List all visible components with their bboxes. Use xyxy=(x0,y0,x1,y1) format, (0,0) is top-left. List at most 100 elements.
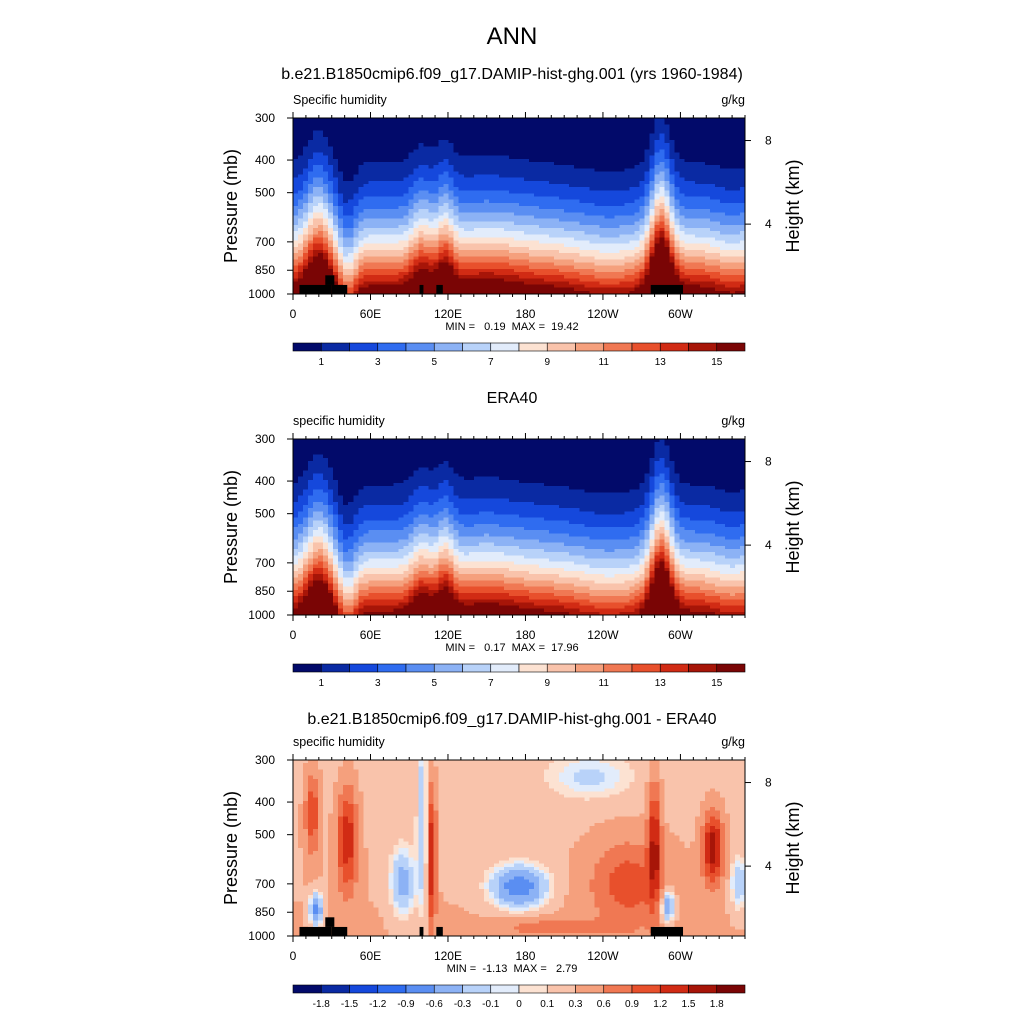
field-cell xyxy=(378,133,384,138)
field-cell xyxy=(318,234,324,239)
field-cell xyxy=(343,272,349,276)
field-cell xyxy=(508,146,515,151)
field-cell xyxy=(544,118,550,122)
field-cell xyxy=(629,281,636,286)
field-cell xyxy=(328,224,334,229)
field-cell xyxy=(508,228,515,232)
field-cell xyxy=(554,127,560,132)
field-cell xyxy=(684,162,691,166)
field-cell xyxy=(604,127,610,132)
field-cell xyxy=(403,265,410,270)
field-cell xyxy=(298,278,304,283)
field-cell xyxy=(629,256,636,261)
field-cell xyxy=(579,196,585,201)
field-cell xyxy=(664,136,671,141)
field-cell xyxy=(498,130,505,135)
field-cell xyxy=(333,190,339,195)
field-cell xyxy=(488,196,495,201)
field-cell xyxy=(308,281,314,286)
field-cell xyxy=(519,206,525,210)
field-cell xyxy=(569,130,575,135)
field-cell xyxy=(704,162,711,166)
field-cell xyxy=(584,180,590,185)
field-cell xyxy=(453,209,460,213)
field-cell xyxy=(463,152,470,157)
field-cell xyxy=(539,196,545,201)
field-cell xyxy=(468,143,475,147)
field-cell xyxy=(323,180,329,185)
field-cell xyxy=(709,133,716,138)
field-cell xyxy=(353,165,359,169)
field-cell xyxy=(634,162,641,166)
field-cell xyxy=(358,190,364,195)
field-cell xyxy=(664,140,671,144)
field-cell xyxy=(328,212,334,217)
field-cell xyxy=(383,171,390,176)
field-cell xyxy=(368,206,374,210)
field-cell xyxy=(684,206,691,210)
field-cell xyxy=(559,184,565,188)
field-cell xyxy=(709,253,716,257)
field-cell xyxy=(423,221,430,226)
field-cell xyxy=(318,243,324,248)
field-cell xyxy=(433,202,440,207)
field-cell xyxy=(644,224,651,229)
field-cell xyxy=(639,287,646,292)
field-cell xyxy=(468,149,475,154)
field-cell xyxy=(398,196,405,201)
field-cell xyxy=(353,171,359,176)
field-cell xyxy=(694,272,701,276)
field-cell xyxy=(689,130,696,135)
field-cell xyxy=(559,149,565,154)
field-cell xyxy=(443,272,450,276)
field-cell xyxy=(584,171,590,176)
field-cell xyxy=(564,196,570,201)
field-cell xyxy=(739,278,746,283)
field-cell xyxy=(343,256,349,261)
field-cell xyxy=(569,158,575,163)
field-cell xyxy=(303,174,309,179)
field-cell xyxy=(508,184,515,188)
field-cell xyxy=(684,287,691,292)
field-cell xyxy=(408,196,415,201)
field-cell xyxy=(584,234,590,239)
field-cell xyxy=(358,240,364,245)
field-cell xyxy=(679,184,686,188)
field-cell xyxy=(519,146,525,151)
field-cell xyxy=(368,250,374,254)
field-cell xyxy=(403,146,410,151)
field-cell xyxy=(669,199,676,204)
field-cell xyxy=(654,224,661,229)
field-cell xyxy=(729,130,736,135)
field-cell xyxy=(609,287,616,292)
field-cell xyxy=(569,278,575,283)
field-cell xyxy=(629,190,636,195)
field-cell xyxy=(524,253,530,257)
field-cell xyxy=(423,265,430,270)
field-cell xyxy=(554,155,560,160)
field-cell xyxy=(619,256,626,261)
field-cell xyxy=(328,165,334,169)
field-cell xyxy=(408,215,415,220)
field-cell xyxy=(544,155,550,160)
field-cell xyxy=(483,136,490,141)
field-cell xyxy=(443,224,450,229)
field-cell xyxy=(353,174,359,179)
field-cell xyxy=(679,118,686,122)
field-cell xyxy=(619,272,626,276)
field-cell xyxy=(433,118,440,122)
field-cell xyxy=(373,243,379,248)
field-cell xyxy=(579,158,585,163)
field-cell xyxy=(569,218,575,223)
field-cell xyxy=(584,121,590,125)
field-cell xyxy=(579,256,585,261)
field-cell xyxy=(503,187,510,191)
field-cell xyxy=(473,231,480,235)
field-cell xyxy=(363,149,369,154)
field-cell xyxy=(689,259,696,264)
field-cell xyxy=(729,231,736,235)
field-cell xyxy=(338,130,344,135)
field-cell xyxy=(318,237,324,242)
field-cell xyxy=(554,246,560,251)
field-cell xyxy=(333,196,339,201)
